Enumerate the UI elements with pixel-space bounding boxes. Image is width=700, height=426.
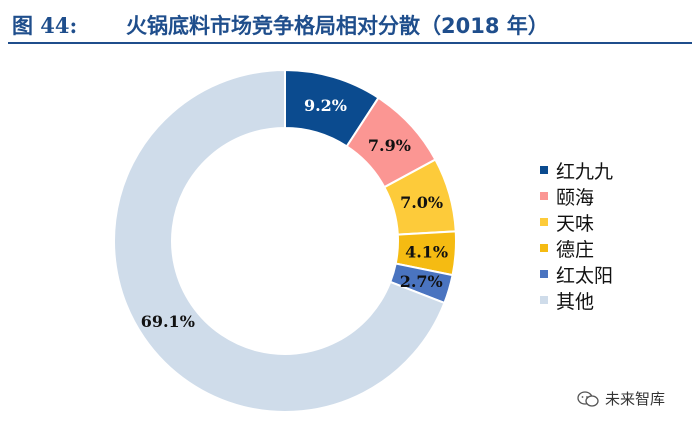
legend-label-4: 红太阳 xyxy=(556,265,613,287)
slice-label-4: 2.7% xyxy=(400,272,443,291)
legend-label-5: 其他 xyxy=(556,291,594,313)
slice-label-2: 7.0% xyxy=(400,193,443,212)
legend-swatch-1 xyxy=(540,192,548,200)
legend-swatch-5 xyxy=(540,296,548,304)
legend-swatch-2 xyxy=(540,218,548,226)
legend-label-2: 天味 xyxy=(556,213,594,235)
figure-title: 火锅底料市场竞争格局相对分散（2018 年） xyxy=(126,14,549,38)
donut-slice-5 xyxy=(113,68,446,413)
slice-label-3: 4.1% xyxy=(405,242,448,261)
watermark-text: 未来智库 xyxy=(605,390,666,408)
slice-label-5: 69.1% xyxy=(141,312,195,331)
legend-label-0: 红九九 xyxy=(556,161,613,183)
slice-label-0: 9.2% xyxy=(304,96,347,115)
title-divider xyxy=(8,42,692,44)
slice-label-1: 7.9% xyxy=(368,136,411,155)
legend-swatch-4 xyxy=(540,270,548,278)
legend-swatch-3 xyxy=(540,244,548,252)
donut-slices xyxy=(113,68,457,413)
watermark: 未来智库 xyxy=(577,388,665,409)
legend-label-3: 德庄 xyxy=(556,239,594,261)
legend-label-1: 颐海 xyxy=(556,187,594,209)
wechat-icon xyxy=(577,390,599,407)
legend-swatch-0 xyxy=(540,166,548,174)
figure-label: 图 44: xyxy=(12,13,78,38)
figure-header: 图 44: 火锅底料市场竞争格局相对分散（2018 年） xyxy=(8,2,692,44)
slice-labels: 9.2% 7.9% 7.0% 4.1% 2.7% 69.1% xyxy=(141,96,448,331)
